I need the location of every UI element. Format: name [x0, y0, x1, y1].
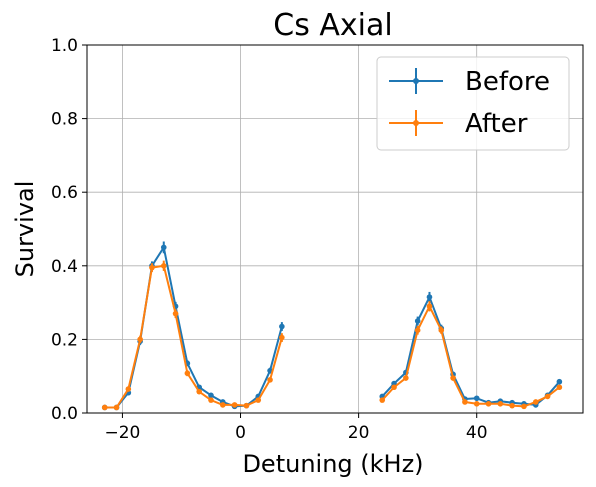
- x-tick-label: −20: [104, 423, 140, 443]
- data-point-before: [556, 378, 563, 385]
- x-tick-label: 0: [235, 423, 246, 443]
- data-point-after: [279, 334, 285, 341]
- series-layer: [101, 241, 563, 411]
- data-point-after: [556, 384, 563, 391]
- data-point-after: [113, 404, 120, 411]
- y-tick-label: 0.8: [51, 110, 78, 130]
- data-point-before: [208, 392, 214, 399]
- series-line-after: [381, 305, 560, 408]
- data-point-before: [426, 294, 433, 300]
- data-point-after: [101, 404, 108, 411]
- y-tick-label: 1.0: [51, 36, 78, 56]
- data-point-after: [450, 375, 456, 381]
- data-point-after: [544, 393, 551, 400]
- data-point-after: [426, 303, 433, 310]
- data-point-after: [220, 402, 226, 408]
- data-point-after: [532, 399, 539, 405]
- chart-title: Cs Axial: [273, 8, 392, 43]
- data-point-after: [485, 401, 492, 407]
- data-point-after: [509, 402, 515, 409]
- data-point-after: [438, 327, 445, 334]
- series-line-before: [381, 296, 561, 406]
- y-tick-label: 0.2: [51, 330, 78, 350]
- x-axis-label: Detuning (kHz): [242, 450, 423, 478]
- y-tick-label: 0.0: [51, 404, 78, 424]
- legend-marker-before: [413, 78, 419, 84]
- data-point-after: [255, 397, 262, 403]
- x-tick-label: 20: [348, 423, 370, 443]
- data-point-after: [172, 310, 179, 317]
- data-point-before: [279, 323, 285, 330]
- series-before: [101, 241, 563, 411]
- data-point-after: [243, 402, 250, 409]
- data-point-after: [462, 399, 468, 405]
- data-point-after: [267, 377, 273, 383]
- series-after: [101, 260, 563, 411]
- data-point-after: [414, 327, 421, 334]
- legend-marker-after: [413, 120, 419, 126]
- y-tick-label: 0.6: [51, 183, 78, 203]
- y-axis-label: Survival: [11, 181, 39, 278]
- plot-frame: [86, 44, 584, 414]
- data-point-after: [184, 370, 191, 377]
- data-point-after: [137, 336, 143, 343]
- series-line-after: [104, 264, 283, 409]
- legend: Before After: [376, 56, 570, 151]
- data-point-after: [196, 388, 202, 395]
- data-point-after: [521, 403, 527, 410]
- data-point-after: [473, 401, 480, 407]
- data-point-after: [160, 263, 167, 269]
- legend-label-before: Before: [465, 67, 550, 97]
- data-point-before: [414, 318, 421, 324]
- y-tick-label: 0.4: [51, 257, 78, 277]
- data-point-after: [391, 384, 397, 391]
- data-point-before: [473, 395, 480, 402]
- data-point-after: [149, 264, 155, 271]
- ticks-layer: −20 0 20 40 0.0 0.2 0.4 0.6 0.8 1.0: [51, 36, 488, 443]
- data-point-after: [125, 386, 132, 392]
- legend-label-after: After: [465, 109, 528, 139]
- data-point-after: [231, 402, 238, 408]
- data-point-after: [497, 401, 504, 407]
- x-tick-label: 40: [466, 423, 488, 443]
- data-point-before: [160, 244, 167, 251]
- data-point-after: [403, 375, 409, 381]
- data-point-after: [208, 397, 214, 403]
- legend-entries: Before After: [389, 67, 550, 139]
- data-point-after: [379, 397, 386, 403]
